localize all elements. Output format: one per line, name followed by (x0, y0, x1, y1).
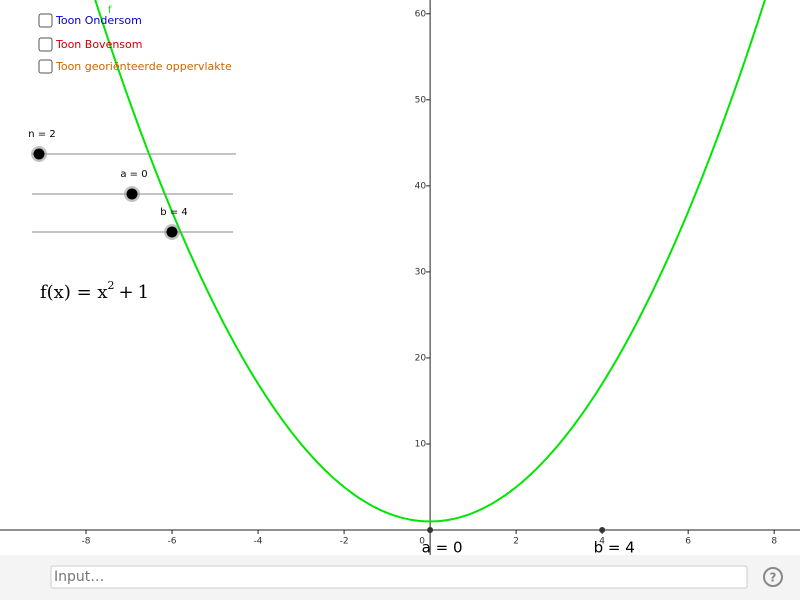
checkbox[interactable] (38, 13, 53, 28)
x-tick-label: 6 (685, 537, 691, 547)
input-field[interactable] (50, 565, 748, 589)
ui-layer: Toon Ondersom Toon Bovensom Toon georiënte… (28, 13, 236, 303)
formula: f(x) = x2 +1 (40, 279, 149, 303)
point[interactable] (599, 527, 606, 534)
input-placeholder: Input… (54, 569, 104, 585)
checkbox-label: Toon georiënteerde oppervlakte (55, 60, 232, 73)
y-tick-label: 60 (415, 9, 427, 19)
x-tick-label: -4 (254, 537, 263, 547)
point-label: b = 4 (594, 539, 635, 557)
slider-knob[interactable] (33, 148, 45, 160)
x-tick-label: -2 (340, 537, 349, 547)
x-tick-label: 8 (771, 537, 777, 547)
x-tick-label: 4 (599, 537, 605, 547)
slider-knob[interactable] (126, 188, 138, 200)
y-tick-label: 30 (415, 267, 427, 277)
formula-part: f(x) = x (40, 282, 108, 303)
point[interactable] (427, 527, 434, 534)
help-icon: ? (770, 571, 777, 585)
function-label: f (108, 5, 112, 16)
slider-label: a = 0 (120, 169, 147, 180)
help-button[interactable] (763, 567, 783, 587)
x-tick-label: 0 (419, 537, 425, 547)
formula-part: 1 (138, 282, 149, 303)
y-tick-label: 20 (415, 353, 427, 363)
slider-label: n = 2 (28, 129, 55, 140)
y-tick-label: 50 (415, 95, 427, 105)
y-tick-label: 40 (415, 181, 427, 191)
x-tick-label: -8 (82, 537, 91, 547)
point-label: a = 0 (422, 539, 463, 557)
checkbox[interactable] (38, 37, 53, 52)
slider-knob[interactable] (166, 226, 178, 238)
function-curve (94, 0, 766, 523)
formula-part: 2 (108, 279, 115, 292)
formula-part: + (119, 282, 134, 303)
x-tick-label: -6 (168, 537, 177, 547)
checkbox-label: Toon Ondersom (55, 14, 142, 27)
slider-label: b = 4 (160, 207, 187, 218)
x-tick-label: 2 (513, 537, 519, 547)
y-tick-label: 10 (415, 440, 427, 450)
checkbox-label: Toon Bovensom (55, 38, 142, 51)
checkbox[interactable] (38, 59, 53, 74)
graphics-view: -8 -6 -4 -2 0 2 4 6 8 10 20 30 40 50 60 f a = 0 b = 4 (0, 0, 800, 557)
